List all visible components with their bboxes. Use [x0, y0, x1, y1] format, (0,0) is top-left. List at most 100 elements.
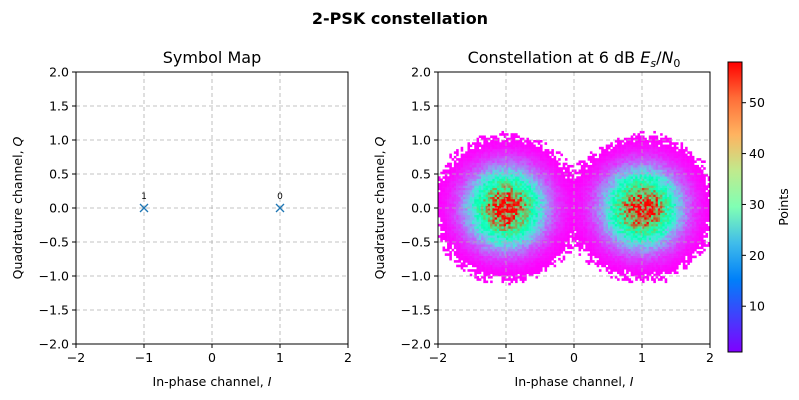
heatmap-cell	[542, 174, 545, 177]
heatmap-cell	[642, 176, 645, 179]
heatmap-cell	[632, 246, 636, 250]
heatmap-cell	[499, 232, 502, 236]
heatmap-cell	[467, 149, 471, 152]
heatmap-cell	[537, 212, 541, 216]
heatmap-cell	[546, 257, 550, 261]
heatmap-cell	[603, 176, 607, 179]
heatmap-cell	[537, 194, 541, 197]
heatmap-cell	[530, 237, 534, 241]
heatmap-cell	[465, 217, 468, 220]
heatmap-cell	[603, 160, 607, 163]
heatmap-cell	[623, 255, 627, 259]
heatmap-cell	[499, 253, 502, 256]
heatmap-cell	[596, 160, 600, 163]
heatmap-cell	[517, 248, 520, 252]
heatmap-cell	[644, 221, 647, 225]
heatmap-cell	[558, 171, 561, 175]
heatmap-cell	[594, 235, 597, 238]
heatmap-cell	[630, 269, 634, 272]
heatmap-cell	[637, 237, 641, 241]
heatmap-cell	[467, 246, 471, 250]
heatmap-cell	[623, 153, 627, 157]
heatmap-cell	[483, 187, 486, 191]
heatmap-cell	[544, 160, 548, 163]
heatmap-cell	[626, 151, 629, 154]
heatmap-cell	[614, 269, 618, 272]
heatmap-cell	[487, 228, 491, 231]
heatmap-cell	[587, 228, 591, 231]
heatmap-cell	[483, 226, 486, 229]
heatmap-cell	[499, 176, 502, 179]
heatmap-cell	[499, 257, 502, 261]
heatmap-cell	[639, 146, 643, 150]
heatmap-cell	[549, 226, 552, 229]
heatmap-cell	[587, 174, 591, 177]
heatmap-cell	[578, 232, 582, 236]
heatmap-cell	[472, 228, 475, 231]
heatmap-cell	[632, 196, 636, 200]
heatmap-cell	[601, 183, 604, 186]
heatmap-cell	[598, 242, 602, 245]
heatmap-cell	[546, 160, 550, 163]
heatmap-cell	[630, 271, 634, 275]
heatmap-cell	[519, 205, 523, 209]
heatmap-cell	[472, 153, 475, 157]
heatmap-cell	[494, 201, 498, 204]
heatmap-cell	[476, 196, 480, 200]
heatmap-cell	[612, 178, 616, 182]
heatmap-cell	[639, 151, 643, 154]
heatmap-cell	[521, 212, 525, 216]
heatmap-cell	[644, 257, 647, 261]
heatmap-cell	[487, 189, 491, 193]
heatmap-cell	[632, 271, 636, 275]
heatmap-cell	[626, 192, 629, 195]
heatmap-cell	[644, 167, 647, 170]
heatmap-cell	[438, 194, 441, 197]
heatmap-cell	[642, 208, 645, 211]
heatmap-cell	[501, 158, 505, 161]
heatmap-cell	[481, 239, 484, 243]
heatmap-cell	[496, 244, 500, 247]
heatmap-cell	[521, 149, 525, 152]
heatmap-cell	[503, 155, 507, 159]
heatmap-cell	[456, 158, 459, 161]
heatmap-cell	[490, 146, 493, 150]
heatmap-cell	[460, 242, 464, 245]
heatmap-cell	[487, 237, 491, 241]
heatmap-cell	[571, 185, 575, 188]
heatmap-cell	[635, 192, 638, 195]
heatmap-cell	[533, 178, 536, 182]
heatmap-cell	[481, 178, 484, 182]
heatmap-cell	[492, 135, 495, 139]
heatmap-cell	[472, 196, 475, 200]
heatmap-cell	[510, 137, 514, 141]
heatmap-cell	[555, 196, 559, 200]
heatmap-cell	[580, 221, 584, 225]
heatmap-cell	[478, 246, 482, 250]
heatmap-cell	[449, 155, 452, 159]
heatmap-cell	[501, 228, 505, 231]
heatmap-cell	[623, 251, 627, 254]
heatmap-cell	[612, 235, 616, 238]
heatmap-cell	[558, 212, 561, 216]
heatmap-cell	[478, 228, 482, 231]
heatmap-cell	[592, 230, 595, 234]
heatmap-cell	[621, 253, 625, 256]
heatmap-cell	[494, 164, 498, 168]
heatmap-cell	[456, 210, 459, 213]
heatmap-cell	[540, 232, 543, 236]
heatmap-cell	[626, 251, 629, 254]
heatmap-cell	[544, 162, 548, 166]
heatmap-cell	[596, 246, 600, 250]
heatmap-cell	[537, 257, 541, 261]
heatmap-cell	[617, 278, 620, 281]
heatmap-cell	[476, 201, 480, 204]
heatmap-cell	[544, 180, 548, 184]
heatmap-cell	[530, 144, 534, 148]
heatmap-cell	[644, 244, 647, 247]
heatmap-cell	[576, 232, 579, 236]
heatmap-cell	[546, 158, 550, 161]
heatmap-cell	[444, 237, 448, 241]
heatmap-cell	[596, 230, 600, 234]
heatmap-cell	[456, 167, 459, 170]
